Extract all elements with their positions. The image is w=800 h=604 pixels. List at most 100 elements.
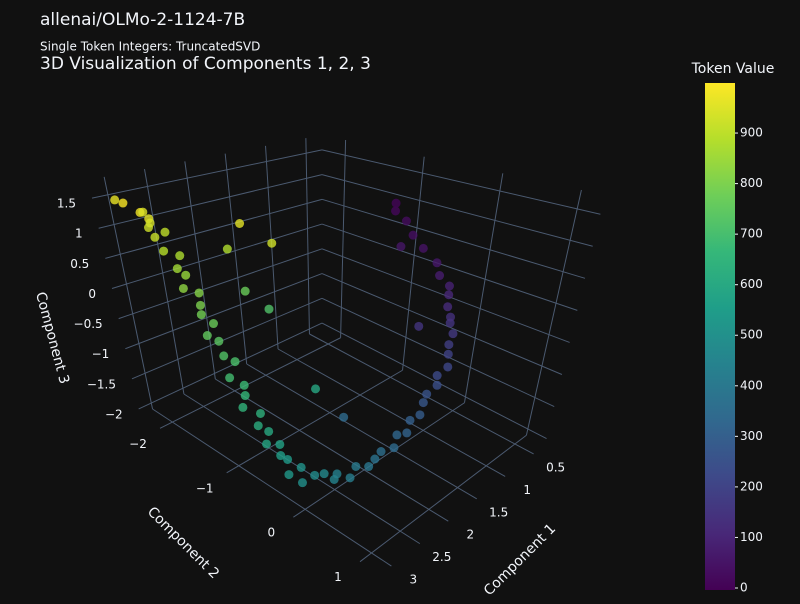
data-point bbox=[235, 218, 245, 228]
grid-line bbox=[340, 139, 347, 338]
data-point bbox=[255, 408, 265, 418]
colorbar-tick-label: 500 bbox=[740, 328, 763, 342]
data-point bbox=[418, 243, 428, 253]
x-tick-label: 2.5 bbox=[432, 550, 451, 564]
x-tick-label: 2 bbox=[466, 528, 474, 542]
data-point bbox=[160, 227, 170, 237]
data-point bbox=[262, 439, 272, 449]
data-point bbox=[444, 340, 454, 350]
data-point bbox=[240, 286, 250, 296]
data-point bbox=[396, 242, 406, 252]
data-point bbox=[283, 454, 293, 464]
data-point bbox=[443, 362, 453, 372]
data-point bbox=[239, 380, 249, 390]
colorbar-tick-label: 700 bbox=[740, 227, 763, 241]
grid-line bbox=[321, 322, 547, 440]
data-point bbox=[332, 469, 342, 479]
data-point bbox=[370, 454, 380, 464]
data-point bbox=[144, 223, 154, 233]
data-point bbox=[432, 371, 442, 381]
z-tick-label: −1 bbox=[92, 347, 110, 361]
data-point bbox=[225, 373, 235, 383]
data-point bbox=[196, 310, 206, 320]
data-point bbox=[415, 410, 425, 420]
z-tick-label: 0.5 bbox=[70, 257, 89, 271]
x-tick-label: 1.5 bbox=[489, 505, 508, 519]
grid-line bbox=[277, 348, 506, 477]
grid-line bbox=[111, 223, 323, 289]
data-point bbox=[208, 319, 218, 329]
colorbar-tick-label: 300 bbox=[740, 429, 763, 443]
z-tick-label: −2 bbox=[105, 407, 123, 421]
x-tick-label: 0.5 bbox=[546, 460, 565, 474]
data-point bbox=[284, 470, 294, 480]
data-point bbox=[296, 462, 306, 472]
data-point bbox=[172, 264, 182, 274]
z-tick-label: −0.5 bbox=[74, 317, 103, 331]
grid-line bbox=[103, 176, 154, 410]
colorbar-tick-label: 800 bbox=[740, 176, 763, 190]
data-point bbox=[264, 426, 274, 436]
grid-line bbox=[125, 273, 323, 350]
y-tick-label: 0 bbox=[268, 526, 276, 540]
x-axis-title: Component 1 bbox=[481, 521, 559, 599]
data-point bbox=[432, 380, 442, 390]
data-point bbox=[202, 331, 212, 341]
data-point bbox=[238, 402, 248, 412]
data-point bbox=[389, 443, 399, 453]
data-point bbox=[422, 389, 432, 399]
data-point bbox=[408, 230, 418, 240]
data-point bbox=[178, 283, 188, 293]
z-tick-label: 1 bbox=[75, 227, 83, 241]
x-tick-label: 3 bbox=[410, 573, 418, 587]
grid-line bbox=[226, 369, 403, 474]
grid-line bbox=[98, 174, 323, 229]
data-point bbox=[159, 246, 169, 256]
data-point bbox=[376, 447, 386, 457]
grid-line bbox=[159, 337, 341, 429]
colorbar-tick-label: 200 bbox=[740, 479, 763, 493]
heading: allenai/OLMo-2-1124-7B bbox=[40, 10, 245, 30]
grid-line bbox=[305, 138, 310, 335]
data-point bbox=[181, 270, 191, 280]
grid bbox=[91, 138, 601, 567]
data-point bbox=[267, 238, 277, 248]
data-point bbox=[253, 421, 263, 431]
data-point bbox=[194, 288, 204, 298]
data-point bbox=[264, 304, 274, 314]
data-point bbox=[175, 251, 185, 261]
data-point bbox=[222, 244, 232, 254]
colorbar-tick-label: 900 bbox=[740, 126, 763, 140]
chart-title: 3D Visualization of Components 1, 2, 3 bbox=[40, 54, 371, 74]
y-tick-label: −2 bbox=[129, 437, 147, 451]
data-point bbox=[275, 439, 285, 449]
grid-line bbox=[309, 333, 534, 455]
data-point bbox=[364, 462, 374, 472]
grid-line bbox=[321, 198, 586, 279]
grid-line bbox=[143, 169, 185, 395]
y-tick-label: 1 bbox=[334, 570, 342, 584]
grid-line bbox=[131, 297, 323, 380]
data-point bbox=[319, 469, 329, 479]
grid-line bbox=[215, 378, 449, 522]
grid-line bbox=[321, 174, 593, 247]
y-axis-title: Component 2 bbox=[144, 504, 222, 582]
colorbar bbox=[705, 83, 735, 590]
data-point bbox=[435, 271, 445, 281]
data-point bbox=[392, 430, 402, 440]
grid-line bbox=[321, 273, 563, 375]
data-point bbox=[150, 232, 160, 242]
data-point bbox=[405, 415, 415, 425]
data-point bbox=[391, 198, 401, 208]
grid-line bbox=[402, 156, 425, 371]
grid-line bbox=[321, 223, 578, 311]
data-point bbox=[339, 412, 349, 422]
data-point bbox=[195, 300, 205, 310]
data-point bbox=[446, 312, 456, 322]
data-point bbox=[240, 391, 250, 401]
data-point bbox=[219, 351, 229, 361]
z-tick-label: 1.5 bbox=[57, 197, 76, 211]
data-point bbox=[443, 349, 453, 359]
